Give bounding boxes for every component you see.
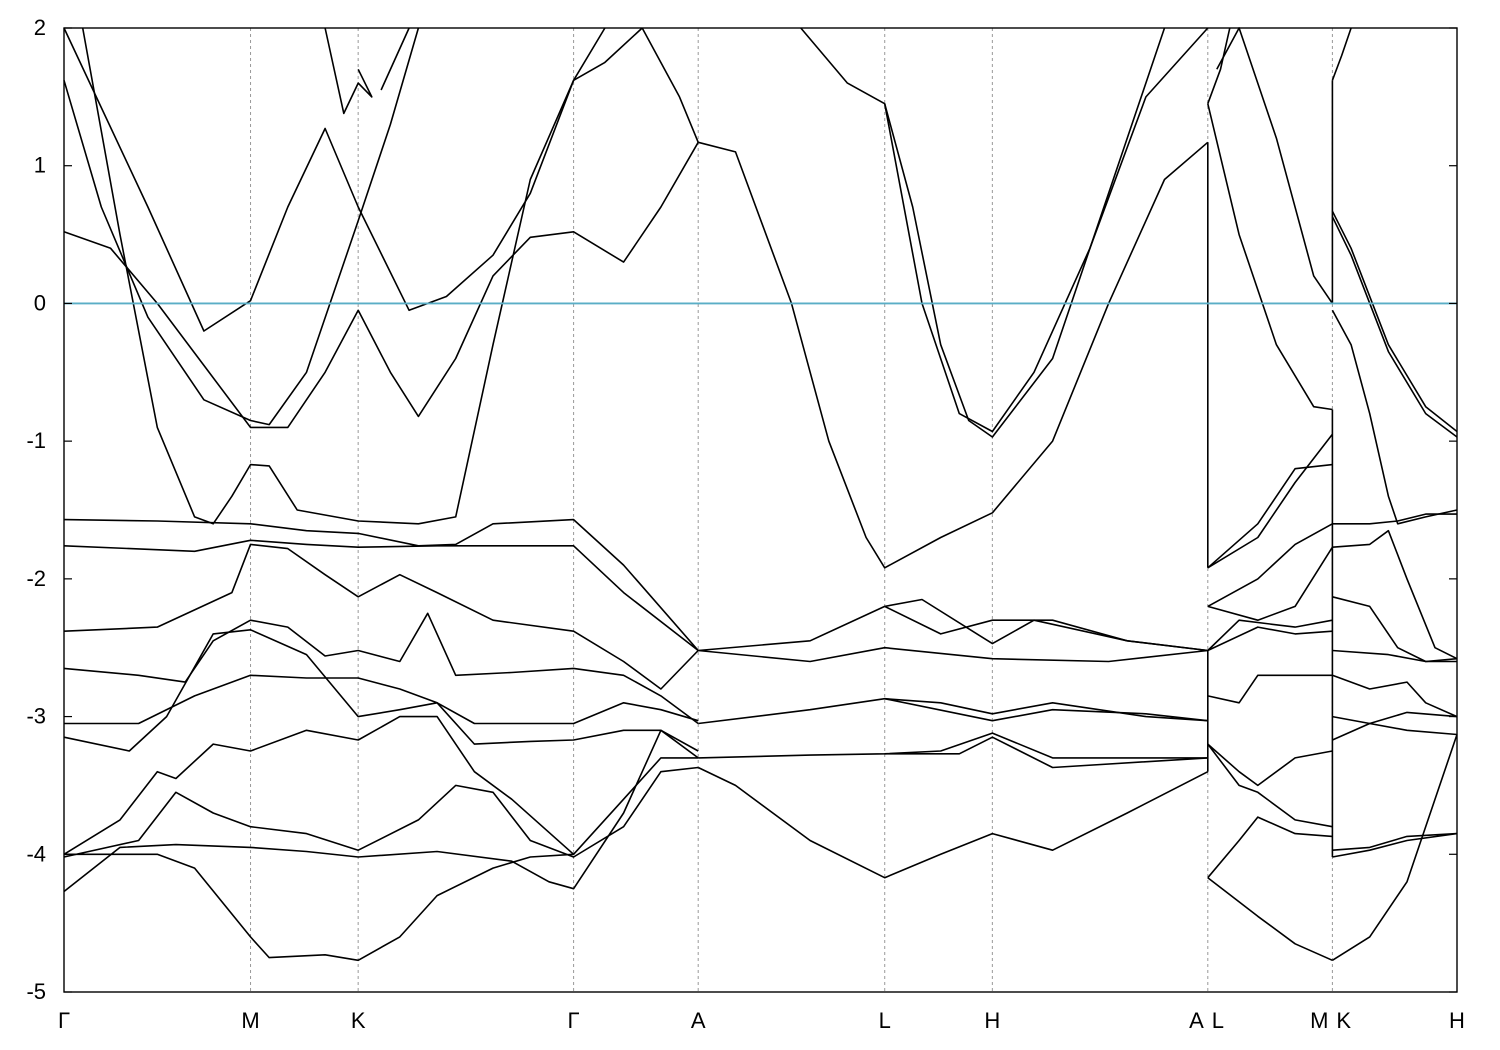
x-tick-label: H (1449, 1008, 1465, 1033)
band-line-44 (1331, 210, 1458, 433)
band-line-54 (1332, 832, 1458, 851)
band-line-41 (1207, 816, 1333, 879)
band-line-16 (63, 729, 699, 893)
band-line-49 (1332, 596, 1457, 663)
band-line-34 (1207, 523, 1333, 608)
y-tick-label: -2 (26, 566, 46, 591)
band-line-8 (63, 539, 699, 652)
x-tick-label: M (241, 1008, 259, 1033)
x-tick-label: M (1310, 1008, 1328, 1033)
y-tick-label: -1 (26, 428, 46, 453)
band-line-25 (884, 697, 1208, 722)
x-tick-label: Γ (58, 1008, 70, 1033)
band-line-12 (63, 628, 699, 752)
y-tick-label: -5 (26, 979, 46, 1004)
y-tick-label: 1 (34, 153, 46, 178)
y-tick-label: -4 (26, 841, 46, 866)
band-line-22 (698, 646, 1208, 663)
band-lines (63, 27, 1458, 962)
band-line-46 (1331, 309, 1458, 525)
x-tick-label: K (351, 1008, 366, 1033)
band-line-52 (1332, 715, 1458, 736)
x-tick-label: K (1336, 1008, 1351, 1033)
y-axis: 2 1 0 -1 -2 -3 -4 -5 (26, 15, 1457, 1004)
band-line-23 (884, 598, 1208, 652)
y-tick-label: 2 (34, 15, 46, 40)
band-line-2 (63, 27, 420, 426)
band-line-4 (81, 27, 606, 525)
band-line-1 (63, 27, 643, 332)
band-line-9 (63, 543, 699, 690)
x-tick-label: L (879, 1008, 891, 1033)
band-line-5 (324, 27, 373, 115)
y-tick-label: -3 (26, 704, 46, 729)
band-line-53 (1332, 711, 1458, 741)
band-line-43 (1331, 27, 1352, 81)
band-line-47 (1332, 513, 1457, 525)
band-line-27 (884, 736, 1208, 769)
band-line-18 (641, 27, 699, 143)
band-line-38 (1207, 674, 1333, 704)
band-line-6 (380, 27, 410, 91)
band-line-10 (63, 612, 699, 725)
band-line-11 (64, 674, 699, 725)
band-line-13 (63, 715, 699, 856)
band-line-17 (698, 141, 1209, 569)
band-line-55 (1332, 832, 1458, 858)
x-tick-label: H (984, 1008, 1000, 1033)
plot-frame (63, 27, 1458, 993)
band-line-26 (698, 732, 1208, 759)
band-line-56 (1331, 734, 1458, 961)
band-line-30 (1207, 103, 1333, 411)
band-line-40 (1207, 743, 1333, 828)
band-line-31 (1216, 27, 1334, 304)
band-line-50 (1332, 649, 1458, 663)
band-line-51 (1332, 674, 1458, 718)
band-line-32 (1207, 433, 1334, 569)
x-tick-label: A (691, 1008, 706, 1033)
band-line-19 (800, 27, 1209, 433)
band-line-39 (1207, 743, 1333, 787)
band-line-3 (63, 141, 699, 429)
band-line-45 (1331, 216, 1458, 438)
x-tick-label: Γ (568, 1008, 580, 1033)
band-line-28 (697, 766, 1209, 879)
x-tick-label: A (1189, 1008, 1204, 1033)
band-line-36 (1207, 619, 1333, 652)
band-line-35 (1207, 546, 1334, 622)
band-line-15 (64, 853, 574, 962)
band-line-24 (698, 697, 1208, 725)
band-line-42 (1207, 877, 1333, 962)
band-line-48 (1332, 529, 1458, 660)
x-tick-label: L (1212, 1008, 1224, 1033)
kpoint-grid (250, 28, 1333, 992)
band-line-37 (1207, 626, 1333, 652)
band-line-21 (698, 605, 1208, 652)
band-line-20 (883, 27, 1166, 438)
band-line-33 (1207, 463, 1333, 569)
band-line-29 (1207, 27, 1231, 104)
y-tick-label: 0 (34, 290, 46, 315)
